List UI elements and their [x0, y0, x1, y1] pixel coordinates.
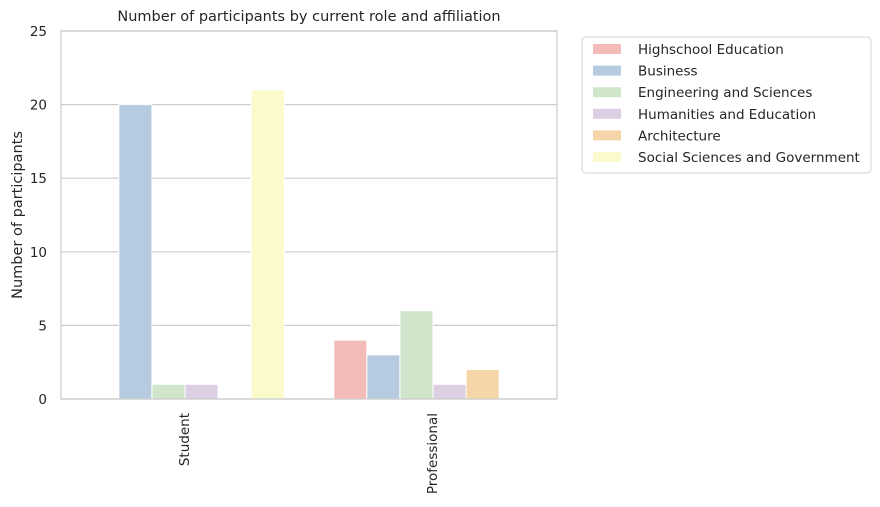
- legend-swatch: [593, 130, 621, 141]
- bar: [118, 104, 153, 400]
- legend-swatch: [593, 87, 621, 98]
- x-tick-label: Student: [177, 413, 193, 466]
- legend-swatch: [593, 65, 621, 76]
- y-tick-label: 5: [38, 318, 47, 334]
- legend-label: Architecture: [638, 128, 721, 144]
- bar: [184, 383, 219, 400]
- y-axis-label: Number of participants: [10, 131, 26, 299]
- legend-frame: [581, 36, 872, 174]
- legend-label: Social Sciences and Government: [638, 150, 860, 166]
- bar: [465, 369, 500, 400]
- bar: [333, 339, 368, 400]
- y-tick-label: 20: [30, 98, 47, 114]
- legend-label: Humanities and Education: [638, 107, 816, 123]
- y-tick-label: 10: [30, 245, 47, 261]
- y-tick-labels: 0 5 10 15 20 25: [30, 24, 47, 408]
- legend-swatch: [593, 152, 621, 162]
- legend-label: Highschool Education: [638, 42, 784, 58]
- plot-frame: [60, 30, 558, 400]
- y-tick-label: 15: [30, 171, 47, 187]
- bar: [366, 354, 401, 400]
- bar: [432, 383, 467, 400]
- bar: [399, 310, 434, 400]
- x-tick-labels: Student Professional: [177, 413, 441, 494]
- legend-swatch: [593, 108, 621, 119]
- chart-title: Number of participants by current role a…: [117, 9, 500, 25]
- y-tick-label: 25: [30, 24, 47, 40]
- bar: [151, 383, 186, 400]
- x-tick-label: Professional: [425, 413, 441, 494]
- y-tick-label: 0: [38, 392, 47, 408]
- legend-swatch: [593, 44, 621, 54]
- legend: Highschool Education Business Engineering …: [581, 36, 872, 174]
- bars: [118, 89, 500, 400]
- legend-label: Business: [638, 64, 698, 80]
- legend-label: Engineering and Sciences: [638, 85, 812, 101]
- bar: [250, 89, 285, 400]
